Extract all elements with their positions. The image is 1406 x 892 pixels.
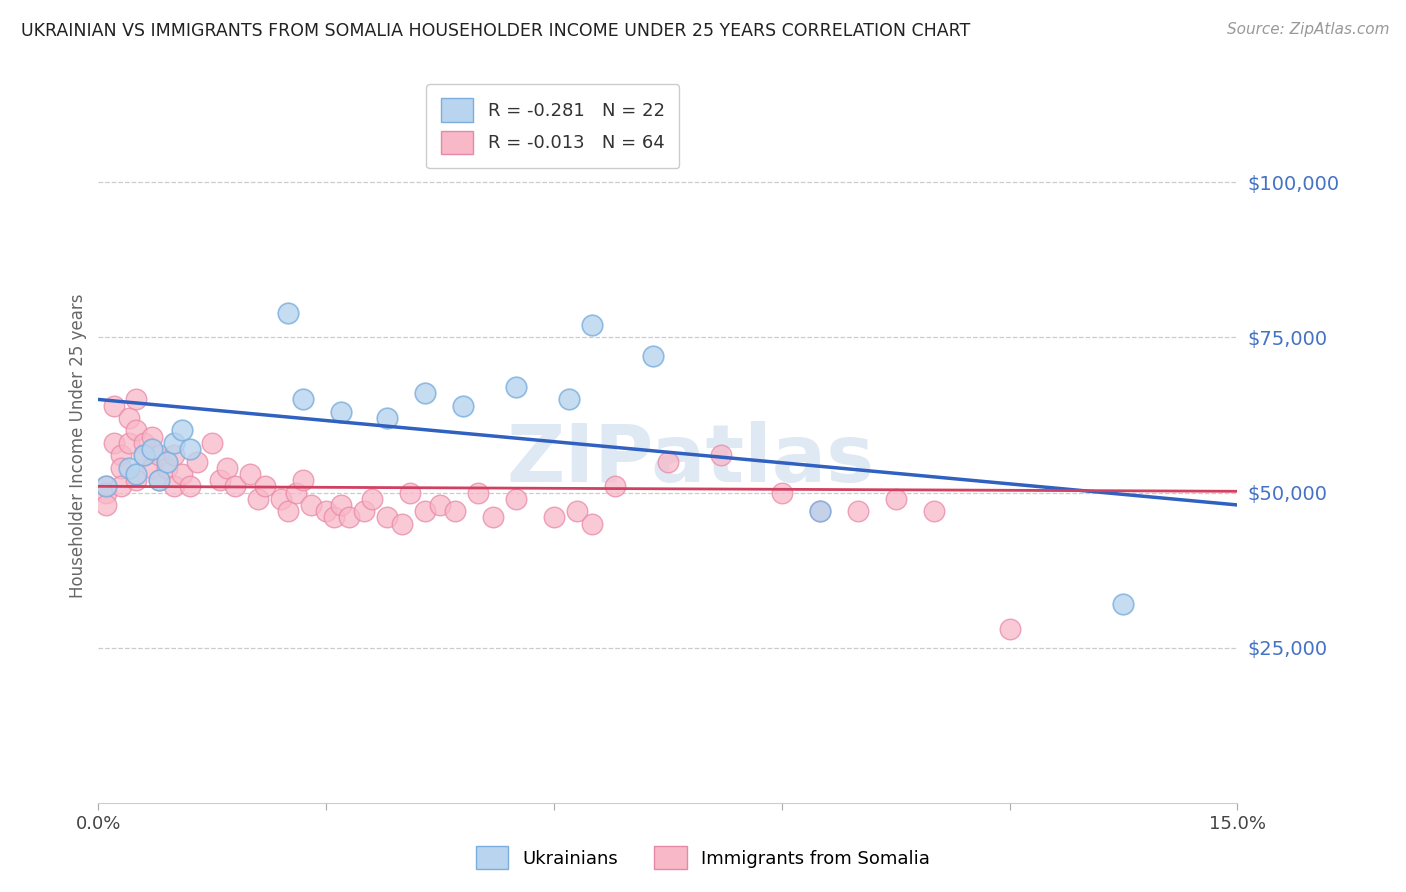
- Text: ZIPatlas: ZIPatlas: [506, 421, 875, 500]
- Point: [163, 479, 186, 493]
- Point: [118, 436, 141, 450]
- Point: [467, 485, 489, 500]
- Point: [179, 479, 201, 493]
- Point: [201, 436, 224, 450]
- Point: [125, 392, 148, 407]
- Point: [94, 498, 117, 512]
- Point: [581, 516, 603, 531]
- Point: [284, 485, 307, 500]
- Point: [186, 454, 208, 468]
- Point: [277, 305, 299, 319]
- Point: [565, 504, 588, 518]
- Point: [239, 467, 262, 481]
- Point: [322, 510, 344, 524]
- Point: [1112, 597, 1135, 611]
- Point: [444, 504, 467, 518]
- Point: [360, 491, 382, 506]
- Text: UKRAINIAN VS IMMIGRANTS FROM SOMALIA HOUSEHOLDER INCOME UNDER 25 YEARS CORRELATI: UKRAINIAN VS IMMIGRANTS FROM SOMALIA HOU…: [21, 22, 970, 40]
- Point: [315, 504, 337, 518]
- Point: [118, 411, 141, 425]
- Point: [292, 473, 315, 487]
- Point: [125, 473, 148, 487]
- Point: [148, 473, 170, 487]
- Point: [808, 504, 831, 518]
- Point: [170, 424, 193, 438]
- Point: [884, 491, 907, 506]
- Point: [125, 467, 148, 481]
- Point: [603, 479, 626, 493]
- Point: [163, 436, 186, 450]
- Point: [398, 485, 420, 500]
- Point: [505, 380, 527, 394]
- Point: [148, 448, 170, 462]
- Point: [163, 448, 186, 462]
- Point: [125, 424, 148, 438]
- Legend: Ukrainians, Immigrants from Somalia: Ukrainians, Immigrants from Somalia: [467, 838, 939, 879]
- Point: [413, 504, 436, 518]
- Point: [998, 622, 1021, 636]
- Point: [482, 510, 505, 524]
- Point: [246, 491, 269, 506]
- Point: [846, 504, 869, 518]
- Point: [330, 498, 353, 512]
- Point: [132, 448, 155, 462]
- Point: [94, 479, 117, 493]
- Point: [141, 442, 163, 456]
- Point: [118, 460, 141, 475]
- Point: [375, 510, 398, 524]
- Point: [224, 479, 246, 493]
- Point: [770, 485, 793, 500]
- Point: [110, 460, 132, 475]
- Point: [330, 405, 353, 419]
- Point: [132, 448, 155, 462]
- Point: [179, 442, 201, 456]
- Point: [337, 510, 360, 524]
- Point: [353, 504, 375, 518]
- Point: [270, 491, 292, 506]
- Point: [132, 436, 155, 450]
- Point: [505, 491, 527, 506]
- Point: [922, 504, 945, 518]
- Point: [558, 392, 581, 407]
- Point: [103, 399, 125, 413]
- Point: [110, 448, 132, 462]
- Point: [277, 504, 299, 518]
- Y-axis label: Householder Income Under 25 years: Householder Income Under 25 years: [69, 293, 87, 599]
- Point: [543, 510, 565, 524]
- Point: [156, 460, 179, 475]
- Point: [141, 430, 163, 444]
- Point: [208, 473, 231, 487]
- Point: [156, 454, 179, 468]
- Point: [217, 460, 239, 475]
- Point: [292, 392, 315, 407]
- Point: [148, 473, 170, 487]
- Legend: R = -0.281   N = 22, R = -0.013   N = 64: R = -0.281 N = 22, R = -0.013 N = 64: [426, 84, 679, 169]
- Point: [254, 479, 277, 493]
- Text: Source: ZipAtlas.com: Source: ZipAtlas.com: [1226, 22, 1389, 37]
- Point: [451, 399, 474, 413]
- Point: [641, 349, 664, 363]
- Point: [391, 516, 413, 531]
- Point: [170, 467, 193, 481]
- Point: [710, 448, 733, 462]
- Point: [581, 318, 603, 332]
- Point: [413, 386, 436, 401]
- Point: [808, 504, 831, 518]
- Point: [103, 436, 125, 450]
- Point: [299, 498, 322, 512]
- Point: [375, 411, 398, 425]
- Point: [110, 479, 132, 493]
- Point: [94, 485, 117, 500]
- Point: [94, 479, 117, 493]
- Point: [141, 460, 163, 475]
- Point: [657, 454, 679, 468]
- Point: [429, 498, 451, 512]
